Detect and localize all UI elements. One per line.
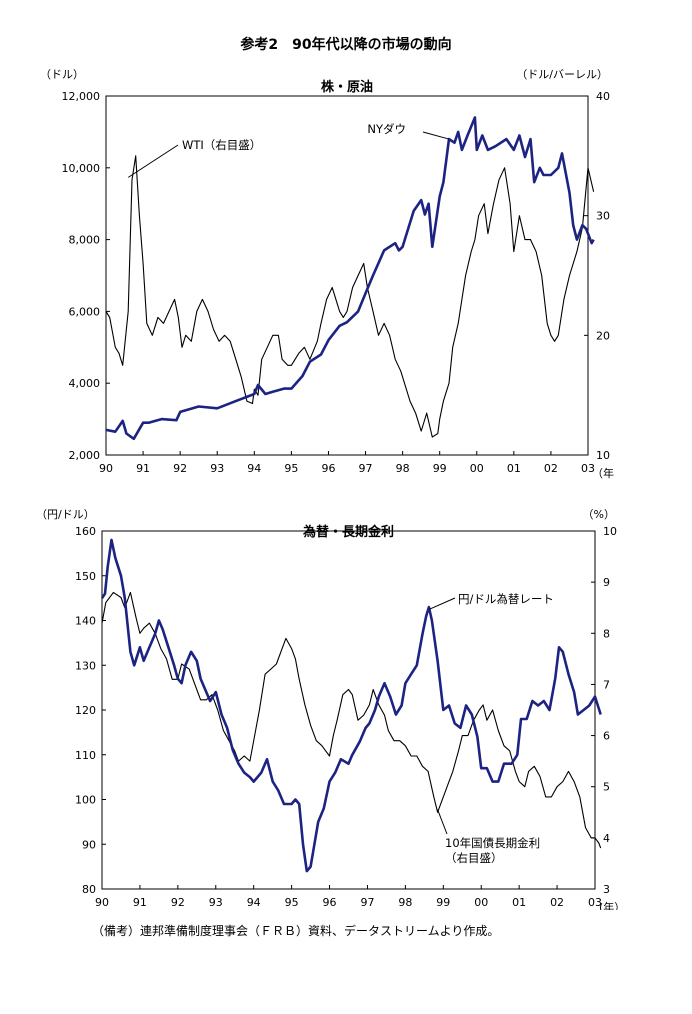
y-left-tick-label: 120 — [75, 704, 96, 717]
stock-oil-chart: 株・原油 （ドル） （ドル/バーレル） 2,000 4,000 6,000 8,000 10,… — [40, 68, 614, 480]
x-tick-label: 98 — [398, 896, 412, 909]
x-tick-label: 94 — [247, 896, 261, 909]
annotation-leader — [422, 131, 450, 140]
series-label: 10年国債長期金利 — [445, 836, 540, 850]
x-tick-label: 94 — [247, 462, 261, 475]
right-axis-unit: （ドル/バーレル） — [516, 68, 608, 81]
y-right-tick-label: 20 — [596, 329, 610, 342]
x-tick-label: 03 — [588, 896, 602, 909]
y-right-tick-label: 5 — [603, 781, 610, 794]
x-tick-label: 90 — [95, 896, 109, 909]
y-right-tick-label: 40 — [596, 90, 610, 103]
x-tick-label: 91 — [136, 462, 150, 475]
y-right-tick-label: 30 — [596, 210, 610, 223]
y-left-tick-label: 90 — [82, 838, 96, 851]
y-left-tick-label: 110 — [75, 749, 96, 762]
x-tick-label: 99 — [433, 462, 447, 475]
x-tick-label: 00 — [474, 896, 488, 909]
x-tick-label: 96 — [323, 896, 337, 909]
plot-frame — [105, 95, 589, 456]
x-tick-label: 93 — [210, 462, 224, 475]
series-label: NYダウ — [367, 122, 406, 136]
source-note: （備考）連邦準備制度理事会（ＦＲＢ）資料、データストリームより作成。 — [92, 924, 500, 938]
fx-rate-chart: 為替・長期金利（円/ドル） （%）809010011012013014015016… — [36, 508, 625, 910]
x-tick-label: 98 — [396, 462, 410, 475]
x-axis-unit: （年 — [592, 466, 614, 480]
y-left-tick-label: 10,000 — [62, 162, 101, 175]
y-right-tick-label: 9 — [603, 576, 610, 589]
y-right-tick-label: 6 — [603, 730, 610, 743]
x-tick-label: 00 — [470, 462, 484, 475]
y-left-tick-label: 80 — [82, 883, 96, 896]
y-right-tick-label: 3 — [603, 883, 610, 896]
left-axis-unit: （ドル） — [40, 68, 84, 81]
y-left-tick-label: 2,000 — [69, 449, 101, 462]
y-right-tick-label: 7 — [603, 678, 610, 691]
chart-title: 為替・長期金利 — [303, 524, 394, 540]
x-tick-label: 02 — [550, 896, 564, 909]
chart-title: 株・原油 — [321, 79, 373, 95]
x-tick-label: 02 — [544, 462, 558, 475]
annotation-leader — [429, 597, 456, 610]
y-left-tick-label: 130 — [75, 659, 96, 672]
page-title: 参考2 90年代以降の市場の動向 — [240, 37, 452, 53]
series-label: WTI（右目盛） — [182, 138, 261, 152]
x-tick-label: 01 — [507, 462, 521, 475]
y-left-tick-label: 12,000 — [62, 90, 101, 103]
y-right-tick-label: 4 — [603, 832, 610, 845]
series-label: 円/ドル為替レート — [458, 592, 554, 606]
right-axis-unit: （%） — [583, 508, 615, 521]
y-right-tick-label: 8 — [603, 627, 610, 640]
annotation-leader — [127, 144, 179, 178]
annotation-leader — [437, 809, 448, 835]
x-tick-label: 90 — [99, 462, 113, 475]
series-label: （右目盛） — [445, 851, 503, 865]
y-left-tick-label: 4,000 — [69, 377, 101, 390]
y-right-tick-label: 10 — [603, 525, 617, 538]
series-line-0 — [100, 538, 602, 873]
y-right-tick-label: 10 — [596, 449, 610, 462]
y-left-tick-label: 8,000 — [69, 234, 101, 247]
series-line-0 — [105, 116, 595, 441]
series-line-1 — [105, 155, 595, 438]
y-left-tick-label: 160 — [75, 525, 96, 538]
x-tick-label: 92 — [173, 462, 187, 475]
x-tick-label: 97 — [360, 896, 374, 909]
x-tick-label: 01 — [512, 896, 526, 909]
x-tick-label: 92 — [171, 896, 185, 909]
x-tick-label: 99 — [436, 896, 450, 909]
x-tick-label: 95 — [285, 896, 299, 909]
x-tick-label: 91 — [133, 896, 147, 909]
x-axis-unit: (年） — [599, 900, 625, 910]
x-tick-label: 97 — [359, 462, 373, 475]
y-left-tick-label: 100 — [75, 794, 96, 807]
x-tick-label: 96 — [321, 462, 335, 475]
y-left-tick-label: 150 — [75, 570, 96, 583]
y-left-tick-label: 6,000 — [69, 305, 101, 318]
y-left-tick-label: 140 — [75, 615, 96, 628]
left-axis-unit: （円/ドル） — [36, 508, 95, 521]
series-line-1 — [101, 591, 602, 849]
x-tick-label: 95 — [284, 462, 298, 475]
x-tick-label: 03 — [581, 462, 595, 475]
x-tick-label: 93 — [209, 896, 223, 909]
